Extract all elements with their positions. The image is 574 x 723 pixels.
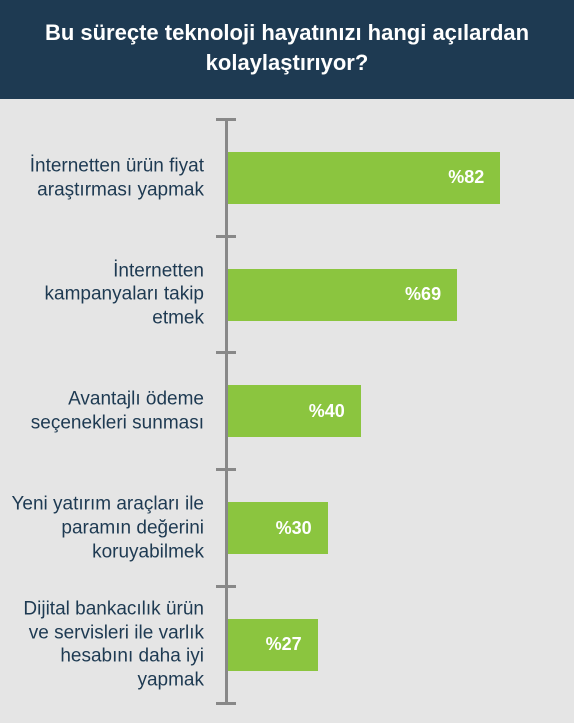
bar-label: İnternetten kampanyaları takip etmek	[0, 259, 210, 330]
bar-row: Avantajlı ödeme seçenekleri sunması %40	[0, 353, 574, 470]
bar-row: İnternetten ürün fiyat araştırması yapma…	[0, 119, 574, 236]
bar: %69	[228, 269, 457, 321]
axis-tick	[216, 351, 236, 354]
bar: %40	[228, 385, 361, 437]
bar: %30	[228, 502, 328, 554]
bar-label: Avantajlı ödeme seçenekleri sunması	[0, 388, 210, 436]
bar: %82	[228, 152, 500, 204]
bar-value: %82	[448, 167, 484, 188]
bar-track: %40	[228, 385, 560, 437]
bar-track: %82	[228, 152, 560, 204]
bar-label: Dijital bankacılık ürün ve servisleri il…	[0, 597, 210, 692]
axis-tick	[216, 585, 236, 588]
bar-row: Dijital bankacılık ürün ve servisleri il…	[0, 587, 574, 704]
bar-label: Yeni yatırım araçları ile paramın değeri…	[0, 493, 210, 564]
bar: %27	[228, 619, 318, 671]
bar-row: Yeni yatırım araçları ile paramın değeri…	[0, 470, 574, 587]
axis-tick	[216, 702, 236, 705]
axis-tick	[216, 235, 236, 238]
bar-track: %27	[228, 619, 560, 671]
chart-area: İnternetten ürün fiyat araştırması yapma…	[0, 99, 574, 723]
bar-value: %40	[309, 401, 345, 422]
axis-tick	[216, 468, 236, 471]
bar-label: İnternetten ürün fiyat araştırması yapma…	[0, 154, 210, 202]
bar-value: %30	[276, 518, 312, 539]
bar-track: %30	[228, 502, 560, 554]
axis-tick	[216, 118, 236, 121]
chart-title: Bu süreçte teknoloji hayatınızı hangi aç…	[0, 0, 574, 99]
bar-row: İnternetten kampanyaları takip etmek %69	[0, 236, 574, 353]
bar-rows: İnternetten ürün fiyat araştırması yapma…	[0, 119, 574, 703]
bar-value: %69	[405, 284, 441, 305]
bar-track: %69	[228, 269, 560, 321]
bar-value: %27	[266, 634, 302, 655]
